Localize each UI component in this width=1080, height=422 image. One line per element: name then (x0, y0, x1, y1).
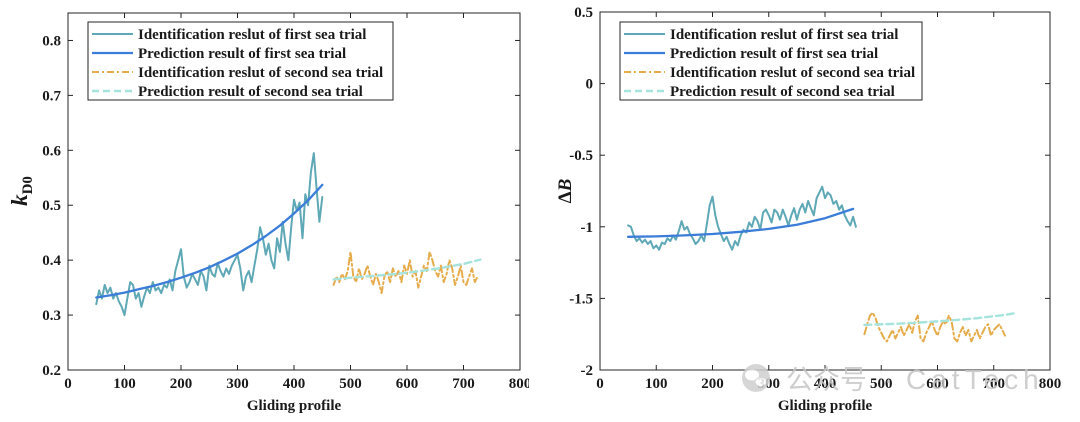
y-tick-label: 0 (586, 77, 594, 93)
legend-label-prediction-second-trial: Prediction result of second sea trial (138, 84, 363, 100)
x-tick-label: 500 (339, 376, 362, 392)
y-axis-label: ΔB (555, 179, 576, 204)
watermark-separator: · (884, 365, 893, 395)
y-tick-label: 0.5 (42, 198, 61, 214)
y-axis-label: kD0 (7, 176, 36, 206)
y-axis-label-subscript: D0 (20, 176, 36, 194)
x-tick-label: 0 (596, 376, 604, 392)
y-tick-label: 0.4 (42, 253, 61, 269)
series-line-prediction-second-trial (332, 258, 482, 281)
legend: Identification reslut of first sea trial… (619, 21, 923, 101)
x-tick-label: 200 (170, 376, 193, 392)
legend-label-identification-first-trial: Identification reslut of first sea trial (670, 27, 898, 43)
x-tick-label: 700 (452, 376, 475, 392)
x-tick-label: 0 (64, 376, 72, 392)
x-axis-label: Gliding profile (247, 398, 342, 414)
x-tick-label: 400 (283, 376, 306, 392)
legend-label-prediction-second-trial: Prediction result of second sea trial (670, 84, 895, 100)
wechat-icon-bubble-small (754, 377, 768, 387)
legend-box (87, 21, 394, 101)
y-tick-label: 0.3 (42, 308, 61, 324)
x-axis-label: Gliding profile (778, 398, 873, 414)
y-axis-label-symbol: B (555, 179, 576, 193)
y-tick-label: -1.5 (569, 291, 593, 307)
y-tick-label: 0.6 (42, 143, 61, 159)
legend-box (619, 21, 923, 101)
charts: 0.2 0.3 0.4 0.5 0.6 0.7 0.8 0 100 200 300 400 500 600… (7, 5, 1061, 414)
wechat-icon (742, 364, 770, 392)
x-tick-label: 200 (701, 376, 724, 392)
watermark-label-en: CatTech (906, 364, 1044, 395)
y-tick-label: -0.5 (569, 148, 593, 164)
legend-label-prediction-first-trial: Prediction result of first sea trial (138, 46, 346, 62)
legend-label-identification-second-trial: Identification reslut of second sea tria… (138, 65, 383, 81)
x-tick-label: 800 (1039, 376, 1062, 392)
watermark-label-cn: 公众号 (786, 365, 867, 395)
x-tick-label: 600 (396, 376, 419, 392)
y-tick-label: 0.5 (574, 5, 593, 21)
y-axis-label-prefix: Δ (555, 191, 576, 203)
legend-label-prediction-first-trial: Prediction result of first sea trial (670, 46, 878, 62)
series-line-prediction-second-trial (863, 312, 1015, 327)
chart-panel-1: 0.2 0.3 0.4 0.5 0.6 0.7 0.8 0 100 200 300 400 500 600… (7, 12, 532, 414)
y-tick-label: -2 (581, 363, 594, 379)
x-tick-label: 400 (814, 376, 837, 392)
x-tick-label: 500 (870, 376, 893, 392)
wechat-icon-bubble-large (745, 369, 759, 381)
legend-label-identification-second-trial: Identification reslut of second sea tria… (670, 65, 915, 81)
series-line-prediction-first-trial (626, 207, 855, 238)
x-tick-label: 300 (226, 376, 249, 392)
series-line-prediction-first-trial (95, 183, 324, 299)
series-line-identification-second-trial (863, 311, 1006, 343)
x-tick-label: 100 (645, 376, 668, 392)
watermark: 公众号 · CatTech (742, 364, 1044, 395)
y-tick-label: -1 (581, 220, 594, 236)
series-line-identification-second-trial (332, 250, 479, 295)
x-tick-label: 800 (509, 376, 532, 392)
y-tick-label: 0.8 (42, 33, 61, 49)
y-axis-label-symbol: k (7, 194, 32, 206)
y-tick-label: 0.7 (42, 88, 61, 104)
y-tick-label: 0.2 (42, 363, 61, 379)
x-tick-label: 100 (113, 376, 136, 392)
x-tick-label: 600 (926, 376, 949, 392)
chart-panel-2: -2-1.5-1-0.500.50 100 200 300 400 500 600 700 80… (555, 5, 1061, 414)
x-tick-label: 700 (983, 376, 1006, 392)
legend: Identification reslut of first sea trial… (87, 21, 394, 101)
legend-label-identification-first-trial: Identification reslut of first sea trial (138, 27, 366, 43)
